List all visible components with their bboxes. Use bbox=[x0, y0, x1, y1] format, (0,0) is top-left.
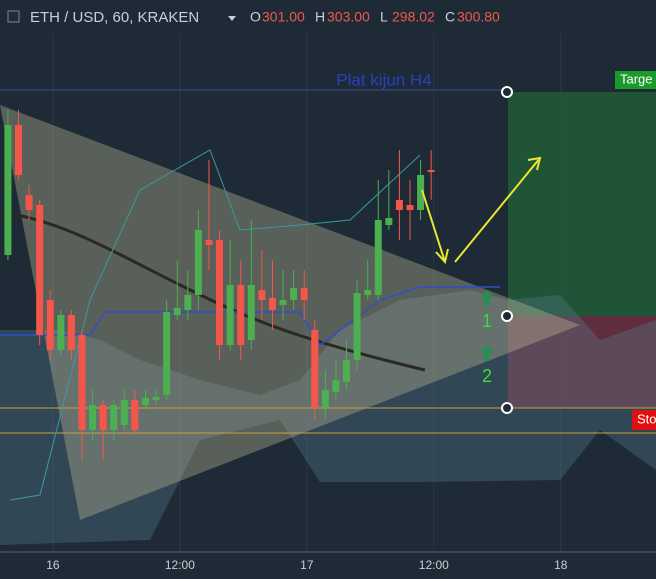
candle-body bbox=[290, 288, 298, 300]
moving-average bbox=[0, 210, 426, 372]
candle-body bbox=[406, 205, 414, 210]
candle-body bbox=[279, 300, 287, 305]
up-arrow-icon bbox=[479, 290, 495, 306]
candle-body bbox=[152, 397, 160, 400]
toggle-icon[interactable] bbox=[7, 10, 20, 23]
candle-body bbox=[205, 240, 213, 245]
x-tick-label: 18 bbox=[554, 558, 568, 572]
stop-zone bbox=[508, 316, 656, 408]
candle-body bbox=[300, 288, 308, 300]
candle-body bbox=[36, 205, 44, 335]
kijun bbox=[0, 286, 500, 347]
candle-body bbox=[258, 290, 266, 300]
candle-body bbox=[67, 315, 75, 350]
candle-body bbox=[321, 390, 329, 408]
symbol-label[interactable]: ETH / USD, 60, KRAKEN bbox=[30, 9, 199, 26]
arrow-up bbox=[454, 157, 541, 263]
candle-body bbox=[417, 175, 425, 210]
candle-body bbox=[226, 285, 234, 345]
x-tick-label: 12:00 bbox=[419, 558, 449, 572]
step-label: 1 bbox=[482, 311, 492, 331]
target-zone bbox=[508, 92, 656, 316]
candle-body bbox=[216, 240, 224, 345]
bollinger bbox=[9, 149, 421, 501]
arrowhead bbox=[527, 156, 542, 171]
candle-body bbox=[184, 295, 192, 310]
candle-body bbox=[385, 218, 393, 225]
candle-body bbox=[163, 312, 171, 395]
candle-body bbox=[268, 298, 276, 310]
candle-body bbox=[237, 285, 245, 345]
candle-body bbox=[110, 405, 118, 430]
ohlc-key: O bbox=[250, 9, 261, 25]
candle-body bbox=[78, 335, 86, 430]
header-band bbox=[0, 0, 656, 34]
stop-tag bbox=[632, 410, 656, 430]
candle-body bbox=[311, 330, 319, 408]
dropdown-caret[interactable] bbox=[228, 16, 236, 21]
candle-body bbox=[15, 125, 23, 175]
arrowhead bbox=[435, 248, 449, 265]
ohlc-value: 300.80 bbox=[457, 9, 500, 25]
x-axis-band bbox=[0, 552, 656, 579]
handle[interactable] bbox=[501, 310, 513, 322]
x-tick-label: 12:00 bbox=[165, 558, 195, 572]
handle[interactable] bbox=[501, 86, 513, 98]
candles bbox=[4, 110, 435, 460]
ohlc-key: L bbox=[380, 9, 388, 25]
ohlc-legend: O 301.00 H 303.00 L 298.02 C 300.80 bbox=[250, 9, 500, 25]
candle-body bbox=[46, 300, 54, 350]
candle-body bbox=[89, 405, 97, 430]
ohlc-key: C bbox=[445, 9, 455, 25]
candle-body bbox=[427, 170, 435, 172]
candle-body bbox=[247, 285, 255, 340]
arrow-down bbox=[421, 189, 446, 263]
candle-body bbox=[374, 220, 382, 295]
candle-body bbox=[194, 230, 202, 295]
candle-body bbox=[332, 380, 340, 392]
candle-body bbox=[4, 125, 12, 255]
candle-body bbox=[131, 400, 139, 430]
ohlc-value: 303.00 bbox=[327, 9, 370, 25]
x-tick-label: 17 bbox=[300, 558, 314, 572]
candle-body bbox=[120, 400, 128, 425]
handle[interactable] bbox=[501, 402, 513, 414]
stop-label: Sto bbox=[637, 411, 656, 426]
candle-body bbox=[343, 360, 351, 382]
target-label: Targe bbox=[620, 71, 653, 86]
candle-body bbox=[99, 405, 107, 430]
ohlc-value: 301.00 bbox=[262, 9, 305, 25]
candle-body bbox=[141, 398, 149, 405]
x-tick-label: 16 bbox=[46, 558, 60, 572]
candle-body bbox=[25, 195, 33, 210]
candle-body bbox=[57, 315, 65, 350]
ohlc-key: H bbox=[315, 9, 325, 25]
candle-body bbox=[353, 293, 361, 360]
ichimoku-cloud bbox=[0, 290, 656, 545]
step-label: 2 bbox=[482, 366, 492, 386]
up-arrow-icon bbox=[479, 345, 495, 361]
candle-body bbox=[173, 308, 181, 315]
candle-body bbox=[395, 200, 403, 210]
candle-body bbox=[364, 290, 372, 295]
kijun-label: Plat kijun H4 bbox=[336, 70, 431, 89]
ohlc-value: 298.02 bbox=[392, 9, 435, 25]
target-tag bbox=[615, 71, 656, 89]
